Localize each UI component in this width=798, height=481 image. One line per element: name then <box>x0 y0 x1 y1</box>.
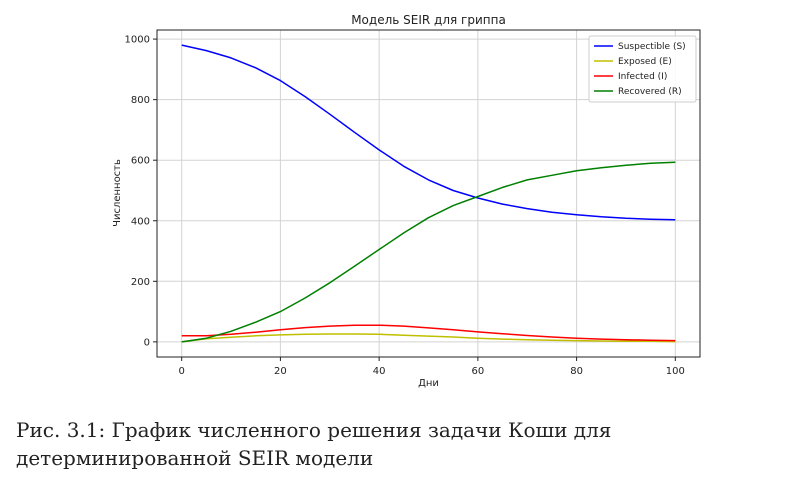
legend-label-suspectible-s: Suspectible (S) <box>618 42 686 52</box>
legend-label-exposed-e: Exposed (E) <box>618 57 672 67</box>
y-tick-label: 0 <box>144 337 150 348</box>
y-tick-label: 600 <box>131 156 150 167</box>
figure-caption: Рис. 3.1: График численного решения зада… <box>16 418 612 470</box>
series-lines <box>181 44 676 343</box>
y-tick-label: 800 <box>131 95 150 106</box>
x-tick-label: 40 <box>373 366 386 377</box>
x-tick-label: 80 <box>570 366 583 377</box>
legend-label-infected-i: Infected (I) <box>618 72 667 82</box>
chart-title: Модель SEIR для гриппа <box>351 13 506 27</box>
series-line-infected-i <box>181 324 676 342</box>
series-line-recovered-r <box>181 161 676 343</box>
y-tick-label: 1000 <box>125 35 150 46</box>
x-tick-label: 0 <box>178 366 184 377</box>
x-tick-label: 20 <box>274 366 287 377</box>
x-tick-label: 100 <box>666 366 685 377</box>
series-line-exposed-e <box>181 333 676 343</box>
legend-box <box>588 35 697 103</box>
series-line-suspectible-s <box>181 44 676 221</box>
y-tick-label: 200 <box>131 277 150 288</box>
plot-frame <box>156 29 701 358</box>
x-axis-label: Дни <box>418 378 439 389</box>
legend: Suspectible (S) Exposed (E) Infected (I) Re… <box>588 35 697 103</box>
x-tick-label: 60 <box>471 366 484 377</box>
y-tick-label: 400 <box>131 216 150 227</box>
y-axis-label: Численность <box>112 159 123 227</box>
legend-label-recovered-r: Recovered (R) <box>618 87 682 97</box>
